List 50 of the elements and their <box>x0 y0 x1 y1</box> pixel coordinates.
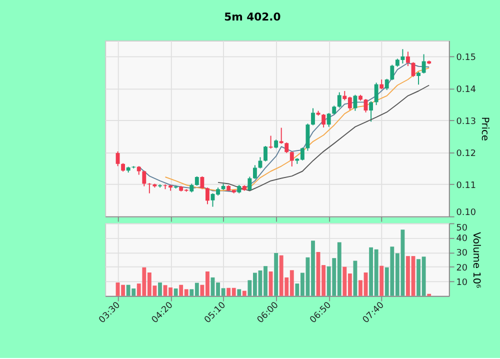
bar <box>353 260 358 296</box>
candlestick <box>116 150 120 167</box>
candlestick <box>284 142 289 154</box>
candlestick <box>279 127 284 144</box>
y-tick-label: 10 <box>456 278 468 288</box>
candlestick <box>200 176 204 190</box>
candlestick <box>142 170 146 187</box>
y-tick-label: 0.15 <box>456 52 476 63</box>
candlestick <box>194 176 199 186</box>
candlestick <box>422 54 426 74</box>
candlestick <box>311 108 315 126</box>
y-tick-label: 0.14 <box>456 84 476 95</box>
candlestick <box>416 71 420 86</box>
candlestick <box>353 94 358 112</box>
candlestick <box>206 187 210 205</box>
candlestick <box>147 182 152 194</box>
candlestick <box>390 64 394 81</box>
y-axis-title: Volume 10⁶ <box>470 232 482 288</box>
y-tick-label: 40 <box>456 234 468 244</box>
bar <box>174 288 178 296</box>
candlestick <box>380 79 384 90</box>
y-tick-label: 0.10 <box>456 208 476 218</box>
candlestick <box>268 135 273 150</box>
bar <box>237 289 242 296</box>
bar <box>274 253 278 296</box>
candlestick <box>290 150 294 167</box>
candlestick <box>252 164 257 180</box>
candlestick <box>369 100 374 122</box>
y-tick-label: 0.11 <box>456 180 476 191</box>
y-tick-label: 30 <box>456 248 468 259</box>
y-tick-label: 20 <box>456 263 468 274</box>
candlestick <box>248 176 252 192</box>
candlestick <box>406 51 410 67</box>
candlestick <box>374 82 378 106</box>
candlestick <box>264 146 268 162</box>
candlestick <box>384 78 389 91</box>
candlestick <box>322 114 326 128</box>
bar <box>158 282 162 296</box>
y-tick-label: 0.13 <box>456 116 476 127</box>
candlestick <box>326 112 331 128</box>
candlestick <box>337 92 342 108</box>
bar <box>380 266 384 296</box>
y-axis-title: Price <box>478 116 490 141</box>
line-series <box>218 84 430 192</box>
candlestick <box>364 98 368 113</box>
bar <box>242 290 246 296</box>
y-tick-label: 0.12 <box>456 148 476 159</box>
chart-title: 5m 402.0 <box>224 10 281 24</box>
y-tick-label: 50 <box>456 224 468 234</box>
bar <box>268 271 273 296</box>
